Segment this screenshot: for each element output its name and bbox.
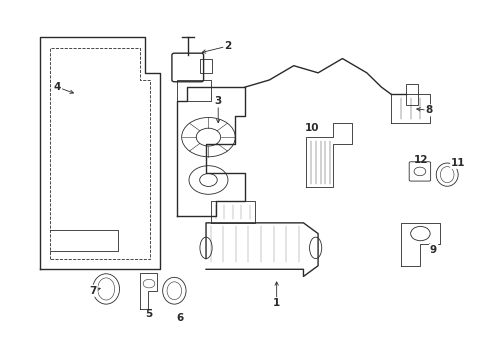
Text: 4: 4 [54, 82, 61, 92]
Text: 8: 8 [425, 105, 433, 115]
Text: 6: 6 [176, 312, 184, 323]
Text: 5: 5 [145, 309, 152, 319]
Text: 9: 9 [430, 245, 437, 255]
Bar [200, 59, 212, 73]
Text: 2: 2 [224, 41, 232, 51]
Text: 3: 3 [215, 96, 222, 107]
Text: 11: 11 [451, 158, 466, 168]
Text: 10: 10 [305, 123, 319, 133]
Text: 1: 1 [273, 298, 280, 308]
Text: 7: 7 [89, 286, 97, 296]
Text: 12: 12 [414, 155, 429, 165]
Bar [406, 84, 418, 105]
